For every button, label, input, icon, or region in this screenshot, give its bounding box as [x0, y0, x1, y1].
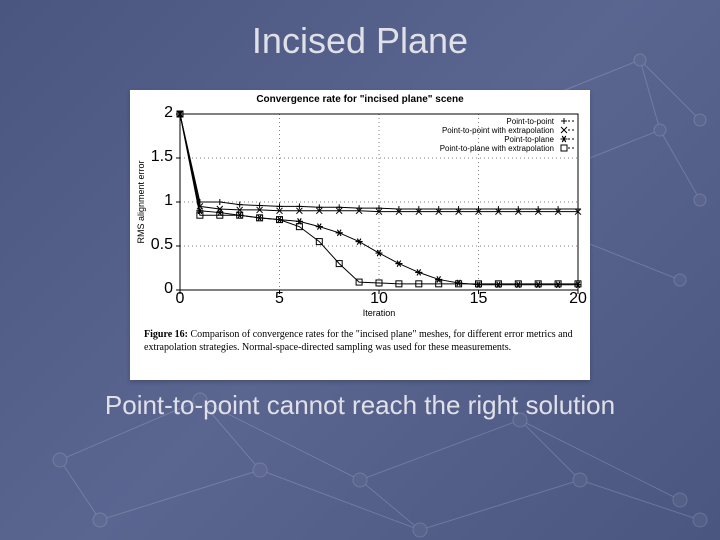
figure-caption: Figure 16: Comparison of convergence rat…: [130, 325, 590, 360]
convergence-chart: Convergence rate for "incised plane" sce…: [130, 90, 590, 320]
svg-text:0: 0: [164, 280, 173, 297]
slide-title: Incised Plane: [0, 20, 720, 62]
figure-caption-text: Comparison of convergence rates for the …: [144, 329, 573, 353]
svg-text:1: 1: [164, 192, 173, 209]
slide: Incised Plane Convergence rate for "inci…: [0, 0, 720, 540]
svg-text:Point-to-plane with extrapolat: Point-to-plane with extrapolation: [440, 144, 554, 153]
svg-text:Point-to-point: Point-to-point: [506, 117, 554, 126]
svg-text:1.5: 1.5: [151, 148, 173, 165]
svg-text:Convergence rate for "incised: Convergence rate for "incised plane" sce…: [256, 94, 464, 105]
svg-text:0: 0: [176, 290, 185, 307]
slide-caption: Point-to-point cannot reach the right so…: [0, 390, 720, 421]
svg-text:5: 5: [275, 290, 284, 307]
svg-text:Iteration: Iteration: [363, 308, 396, 318]
svg-text:20: 20: [569, 290, 587, 307]
svg-text:0.5: 0.5: [151, 236, 173, 253]
svg-text:2: 2: [164, 104, 173, 121]
svg-text:10: 10: [370, 290, 388, 307]
svg-text:RMS alignment error: RMS alignment error: [136, 160, 146, 243]
svg-text:Point-to-plane: Point-to-plane: [504, 135, 554, 144]
svg-text:Point-to-point with extrapolat: Point-to-point with extrapolation: [442, 126, 554, 135]
figure-number: Figure 16:: [144, 329, 188, 340]
figure-card: Convergence rate for "incised plane" sce…: [130, 90, 590, 380]
svg-text:15: 15: [470, 290, 488, 307]
